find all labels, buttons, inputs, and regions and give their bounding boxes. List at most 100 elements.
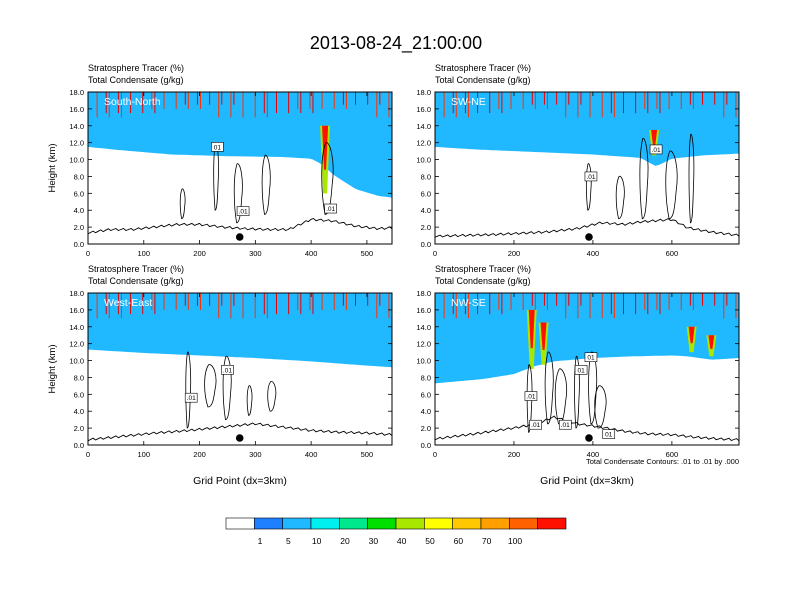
y-tick-label: 14.0: [69, 323, 84, 332]
colorbar-swatch: [395, 517, 425, 530]
tracer-streaks: [435, 92, 737, 118]
plot-frame: [434, 292, 740, 446]
tracer-band-9: [88, 92, 392, 198]
colorbar-swatch: [339, 517, 368, 530]
contour-label-box: [236, 206, 250, 216]
contour-footnote: Total Condensate Contours: .01 to .01 by…: [586, 457, 739, 466]
y-tick-label: 18.0: [69, 289, 84, 298]
y-tick-label: 8.0: [421, 373, 431, 382]
condensate-contour: [267, 381, 277, 412]
contour-label: 01: [214, 144, 222, 151]
y-tick-label: 10.0: [69, 156, 84, 165]
y-tick-label: 4.0: [421, 206, 431, 215]
y-tick-label: 10.0: [416, 156, 431, 165]
contour-label-box: [184, 392, 198, 403]
y-tick-label: 12.0: [416, 139, 431, 148]
contour-label-box: [584, 352, 598, 362]
panel-title-2: Total Condensate (g/kg): [435, 276, 531, 286]
condensate-contour: [639, 138, 649, 220]
y-tick-label: 2.0: [74, 223, 84, 232]
x-tick-label: 0: [86, 450, 90, 459]
colorbar-label: 50: [425, 536, 435, 546]
panel-1: 01 .01 .01 South-North Stratosphere Tracer (…: [47, 63, 393, 258]
y-tick-label: 6.0: [74, 390, 84, 399]
condensate-contour: [615, 175, 625, 220]
y-tick-label: 14.0: [416, 122, 431, 131]
condensate-contour: [233, 163, 243, 224]
condensate-contour: [665, 150, 678, 220]
tracer-streaks: [435, 293, 737, 319]
contour-label-box: [221, 365, 234, 375]
y-tick-label: 4.0: [74, 206, 84, 215]
panel-title-2: Total Condensate (g/kg): [88, 75, 184, 85]
plot-area: [435, 92, 739, 244]
panels: 01 .01 .01 South-North Stratosphere Tracer (…: [47, 63, 740, 487]
x-tick-label: 600: [666, 450, 679, 459]
y-axis-label: Height (km): [47, 344, 58, 393]
colorbar-swatch: [254, 517, 283, 530]
contour-label-box: [558, 419, 572, 430]
location-marker: [235, 233, 244, 241]
x-tick-label: 200: [193, 249, 206, 258]
location-marker: [585, 233, 593, 241]
y-tick-label: 16.0: [416, 105, 431, 114]
y-tick-label: 6.0: [74, 189, 84, 198]
y-tick-label: 0.0: [421, 441, 431, 450]
contour-label: .01: [239, 209, 248, 216]
panel-2: .01 .01 SW-NE Stratosphere Tracer (%) Total …: [416, 63, 740, 258]
y-tick-label: 2.0: [74, 424, 84, 433]
condensate-contour: [204, 364, 217, 408]
terrain-line: [88, 217, 392, 235]
plot-area: [88, 92, 392, 244]
intrusion-core-1: [651, 130, 658, 147]
x-tick-label: 600: [666, 249, 679, 258]
x-tick-label: 400: [305, 450, 318, 459]
colorbar-swatch: [452, 517, 482, 530]
condensate-contour: [246, 385, 253, 416]
x-tick-label: 400: [305, 249, 318, 258]
panel-title-1: Stratosphere Tracer (%): [435, 264, 531, 274]
y-tick-label: 0.0: [421, 240, 431, 249]
tracer-band-9: [88, 293, 392, 368]
plot-frame: [87, 91, 393, 245]
condensate-contour: [585, 163, 592, 211]
plot-frame: [87, 292, 393, 446]
panel-title-1: Stratosphere Tracer (%): [435, 63, 531, 73]
panel-label: West-East: [104, 297, 152, 309]
intrusion-core-3: [688, 326, 695, 344]
condensate-contour: [222, 355, 232, 421]
x-tick-label: 100: [138, 450, 151, 459]
plot-frame: [434, 91, 740, 245]
y-tick-label: 16.0: [69, 306, 84, 315]
tracer-band-9: [435, 92, 739, 166]
y-tick-label: 16.0: [69, 105, 84, 114]
location-marker: [235, 434, 244, 442]
contour-label-box: [574, 365, 588, 375]
y-tick-label: 16.0: [416, 306, 431, 315]
contour-label-box: [529, 419, 542, 430]
contour-label: 01: [605, 432, 613, 439]
y-tick-label: 2.0: [421, 223, 431, 232]
colorbar-swatch: [310, 517, 340, 530]
y-tick-label: 10.0: [416, 357, 431, 366]
x-tick-label: 500: [361, 249, 374, 258]
colorbar-label: 10: [312, 536, 322, 546]
y-tick-label: 0.0: [74, 240, 84, 249]
x-tick-label: 200: [508, 249, 521, 258]
y-tick-label: 18.0: [69, 88, 84, 97]
condensate-contour: [688, 133, 695, 224]
y-tick-label: 12.0: [69, 340, 84, 349]
contour-label-box: [211, 142, 224, 152]
y-tick-label: 4.0: [421, 407, 431, 416]
terrain-line: [435, 218, 739, 238]
colorbar-swatch: [537, 517, 567, 530]
y-tick-label: 6.0: [421, 189, 431, 198]
x-axis-label: Grid Point (dx=3km): [540, 475, 634, 487]
x-tick-label: 300: [249, 249, 262, 258]
intrusion-core-4: [708, 335, 715, 349]
panel-title-2: Total Condensate (g/kg): [88, 276, 184, 286]
colorbar-label: 20: [340, 536, 350, 546]
y-axis-label: Height (km): [47, 143, 58, 192]
